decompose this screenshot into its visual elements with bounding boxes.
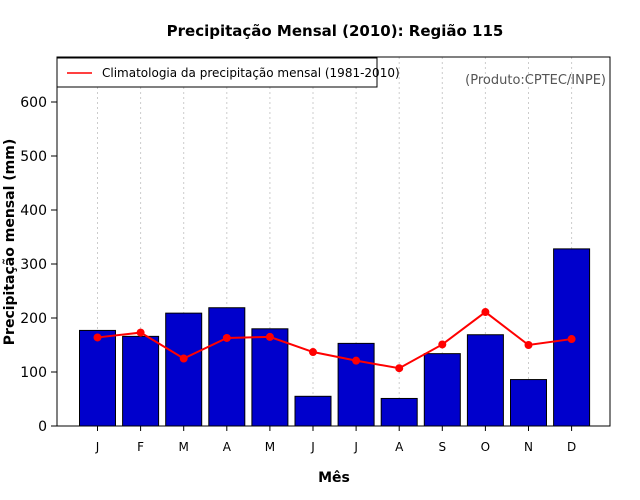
- bar-f-1: [122, 335, 160, 427]
- bar-n-10: [510, 379, 547, 427]
- chart-title: Precipitação Mensal (2010): Região 115: [167, 22, 504, 40]
- x-tick-label: D: [567, 440, 576, 454]
- climatology-point: [524, 341, 533, 349]
- climatology-point: [265, 332, 274, 341]
- x-tick-label: M: [265, 440, 275, 454]
- climatology-point: [136, 328, 145, 337]
- climatology-series: [93, 308, 576, 373]
- x-tick-label: N: [524, 440, 533, 454]
- y-tick-label: 600: [20, 95, 47, 111]
- bar-m-4: [251, 328, 289, 427]
- x-tick-label: A: [223, 440, 232, 454]
- x-axis-label: Mês: [318, 470, 350, 486]
- x-tick-label: F: [137, 440, 144, 454]
- plot-frame: [56, 56, 611, 427]
- y-tick-label: 500: [20, 149, 47, 165]
- climatology-point: [93, 333, 102, 342]
- bar-j-6: [337, 342, 375, 427]
- legend-entry-climatology: Climatologia da precipitação mensal (198…: [102, 66, 400, 80]
- climatology-point: [567, 335, 576, 344]
- bar-a-3: [208, 307, 246, 427]
- x-tick-label: J: [353, 440, 358, 454]
- climatology-point: [438, 340, 447, 349]
- x-tick-label: J: [95, 440, 100, 454]
- x-tick-label: M: [179, 440, 189, 454]
- bar-j-5: [294, 395, 332, 427]
- bar-m-2: [165, 312, 203, 427]
- y-tick-label: 0: [38, 419, 47, 435]
- bar-o-9: [466, 334, 504, 427]
- y-tick-label: 100: [20, 365, 47, 381]
- bar-a-7: [380, 397, 418, 427]
- y-tick-label: 300: [20, 257, 47, 273]
- y-axis-label: Precipitação mensal (mm): [2, 139, 18, 345]
- x-tick-label: O: [481, 440, 490, 454]
- climatology-point: [395, 364, 404, 373]
- climatology-point: [309, 348, 317, 357]
- y-axis: 0 100 200 300 400 500 600: [20, 95, 57, 435]
- climatology-point: [481, 308, 490, 317]
- x-tick-label: J: [310, 440, 315, 454]
- bar-j-0: [79, 329, 116, 427]
- y-tick-label: 400: [20, 203, 47, 219]
- x-tick-label: S: [438, 440, 446, 454]
- legend-box: [56, 57, 378, 88]
- legend: Climatologia da precipitação mensal (198…: [56, 57, 400, 88]
- y-tick-label: 200: [20, 311, 47, 327]
- source-annotation: (Produto:CPTEC/INPE): [465, 73, 606, 88]
- climatology-line: [97, 310, 572, 370]
- bar-series: [79, 248, 591, 427]
- bar-s-8: [423, 353, 461, 427]
- grid-lines: [97, 57, 573, 426]
- climatology-point: [222, 333, 231, 342]
- climatology-point: [352, 356, 361, 365]
- climatology-point: [179, 354, 188, 363]
- x-tick-label: A: [395, 440, 404, 454]
